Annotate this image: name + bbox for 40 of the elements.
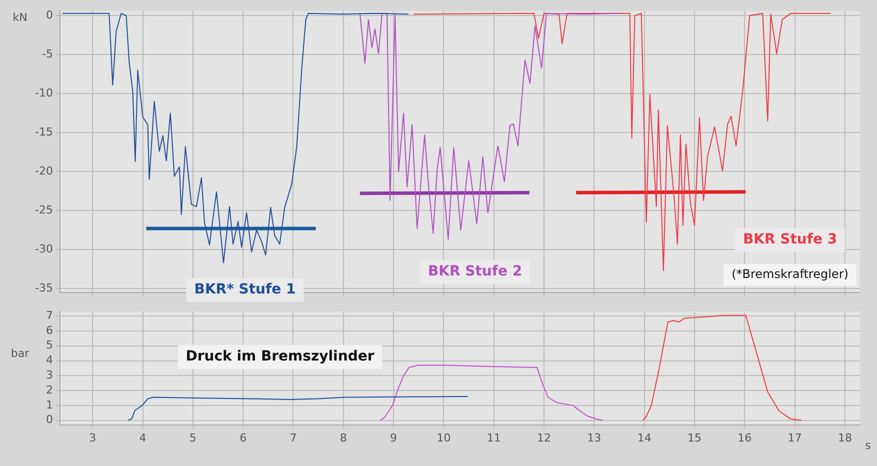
y-tick-label: 0 [46,8,53,22]
x-axis-title: s [865,438,872,452]
y-tick-label: 2 [46,383,53,396]
x-tick-label: 16 [738,431,752,444]
text: BKR Stufe 2 [428,264,522,280]
y-tick-label: 1 [46,398,53,412]
y-tick-label: -25 [35,203,53,216]
text: Druck im Bremszylinder [186,348,374,365]
y-tick-label: -20 [35,164,53,178]
y-tick-label: 4 [46,354,53,367]
text: BKR Stufe 3 [742,232,838,248]
x-tick-label: 12 [537,431,552,444]
y-tick-label: -15 [35,125,53,138]
x-tick-label: 11 [486,431,501,444]
y-tick-label: 3 [46,368,53,382]
x-tick-label: 9 [390,431,398,444]
y-tick-label: 6 [46,324,53,337]
x-tick-label: 17 [788,431,802,444]
y-tick-label: -5 [42,48,53,61]
y-tick-label: 7 [46,308,53,322]
y-tick-label: -30 [35,242,53,256]
y-axis-title: kN [12,10,28,24]
x-tick-label: 7 [290,431,297,444]
x-tick-label: 14 [637,431,652,444]
x-tick-label: 8 [340,431,347,444]
y-axis-title: bar [10,346,30,360]
x-tick-label: 15 [687,431,702,444]
x-tick-label: 6 [240,431,247,444]
x-tick-label: 13 [587,431,602,444]
y-tick-label: 0 [46,413,53,426]
x-tick-label: 5 [189,431,196,444]
x-tick-label: 10 [436,431,451,444]
text: BKR* Stufe 1 [194,282,296,298]
y-tick-label: -10 [35,86,53,100]
x-tick-label: 4 [139,431,146,444]
y-tick-label: -35 [35,281,53,294]
x-tick-label: 18 [838,431,852,444]
y-tick-label: 5 [46,338,53,352]
x-tick-label: 3 [89,431,96,444]
annotation: (*Bremskraftregler) [732,267,848,282]
